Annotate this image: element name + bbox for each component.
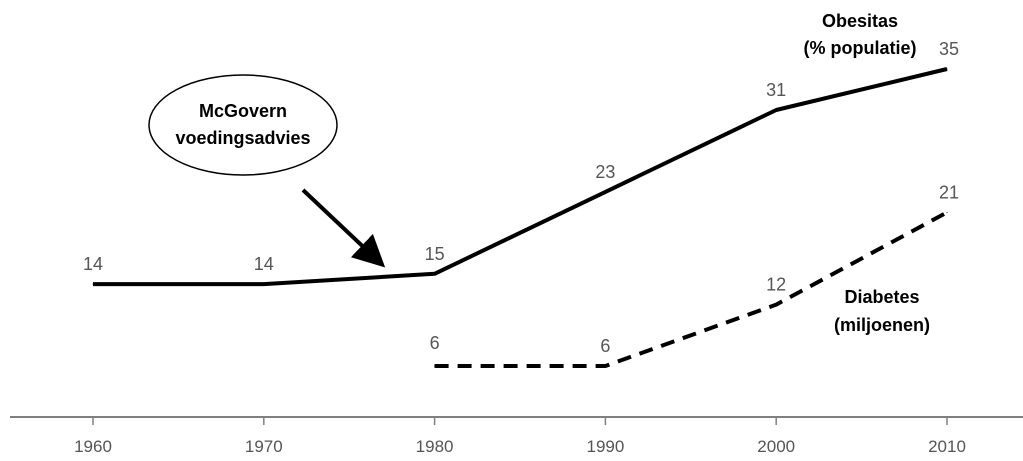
data-label: 21 — [939, 182, 959, 202]
x-tick-label: 2000 — [757, 437, 795, 456]
diabetes-series-label: Diabetes — [844, 287, 919, 307]
annotation-text-line1: McGovern — [199, 101, 287, 121]
diabetes-series-label-unit: (miljoenen) — [834, 315, 930, 335]
data-point — [434, 273, 436, 275]
data-label: 14 — [83, 254, 103, 274]
obesitas-series-label-unit: (% populatie) — [804, 38, 917, 58]
annotation-ellipse — [148, 74, 338, 176]
data-label: 6 — [430, 333, 440, 353]
obesitas-line — [93, 67, 948, 287]
data-label: 12 — [766, 275, 786, 295]
obesitas-series-label: Obesitas — [822, 11, 898, 31]
data-point — [604, 365, 606, 367]
data-point — [92, 283, 94, 285]
plot-area: 1960 1970 1980 1990 2000 2010 14 14 15 23 31 35 6 6 12… — [10, 11, 1023, 456]
data-point — [434, 365, 436, 367]
data-point — [775, 109, 777, 111]
data-point — [946, 211, 948, 213]
data-label: 6 — [600, 336, 610, 356]
x-tick-label: 1970 — [245, 437, 283, 456]
x-tick-label: 1980 — [416, 437, 454, 456]
data-label: 14 — [254, 254, 274, 274]
data-label: 15 — [425, 244, 445, 264]
x-tick-label: 1960 — [74, 437, 112, 456]
data-point — [263, 283, 265, 285]
data-label: 31 — [766, 80, 786, 100]
data-point — [604, 191, 606, 193]
data-label: 35 — [939, 39, 959, 59]
annotation-arrow — [301, 188, 386, 268]
data-label: 23 — [595, 162, 615, 182]
diabetes-line — [434, 210, 948, 368]
x-tick-label: 2010 — [928, 437, 966, 456]
annotation-text-line2: voedingsadvies — [175, 128, 310, 148]
data-point — [946, 68, 948, 70]
x-tick-label: 1990 — [586, 437, 624, 456]
data-point — [775, 304, 777, 306]
